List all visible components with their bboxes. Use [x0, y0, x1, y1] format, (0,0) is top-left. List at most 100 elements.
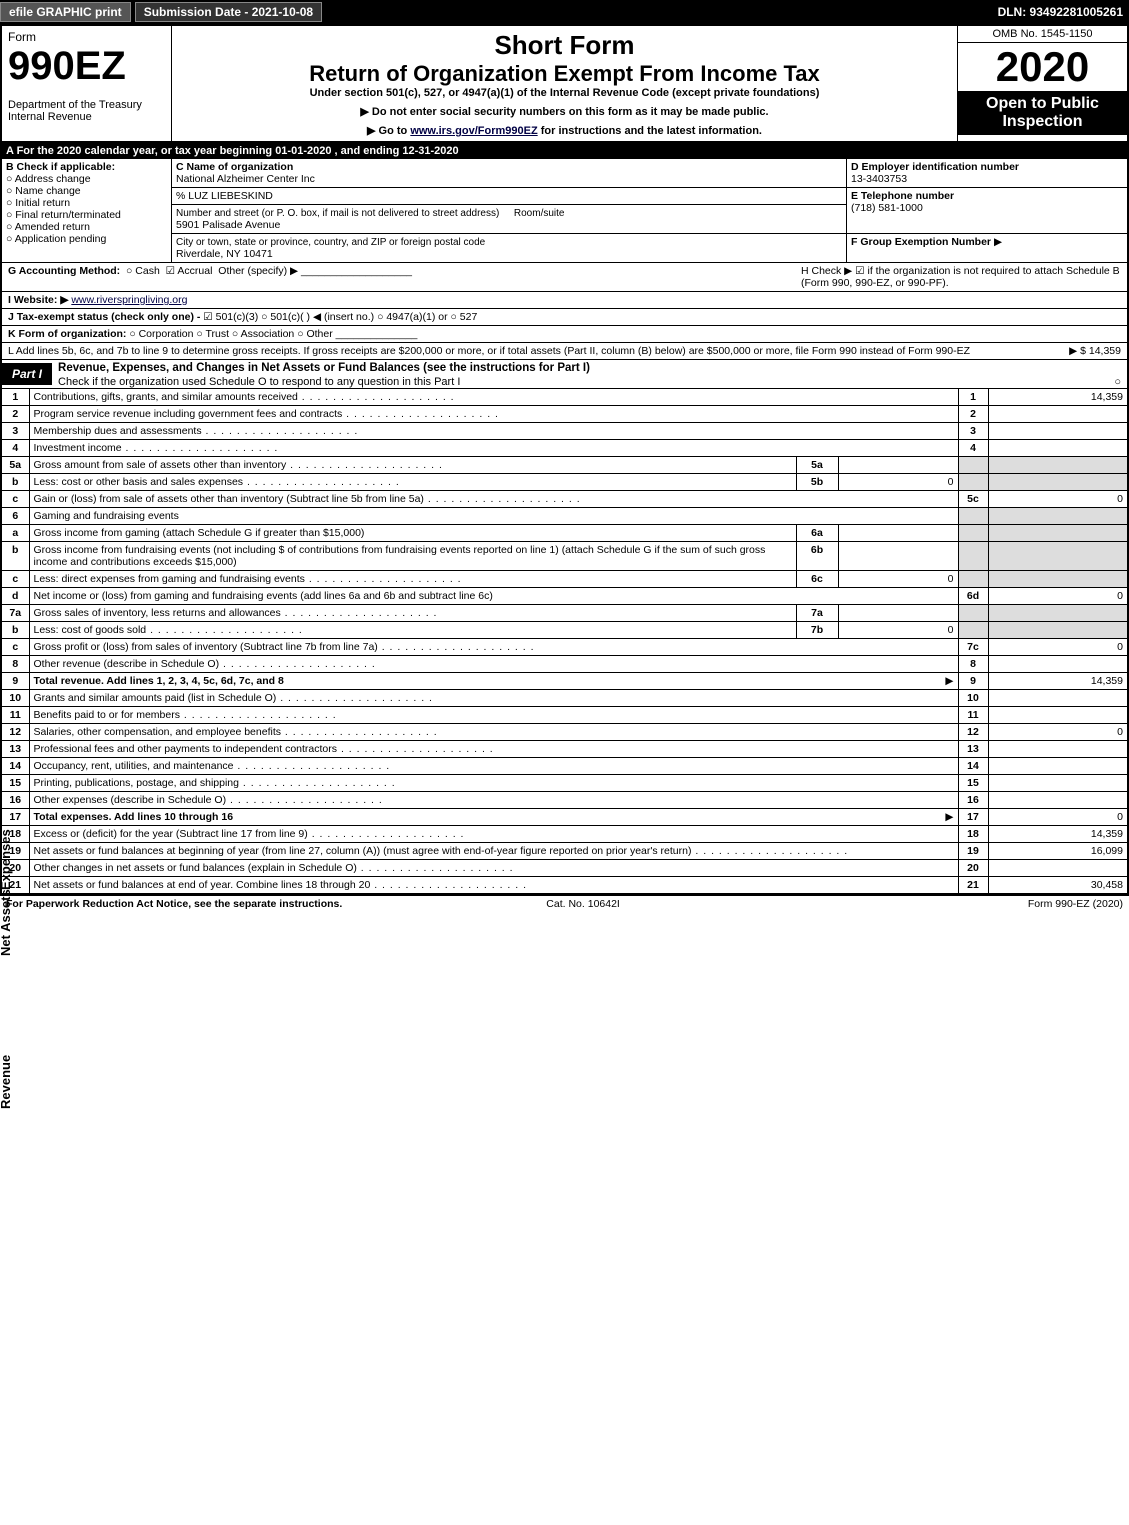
- row-l: L Add lines 5b, 6c, and 7b to line 9 to …: [0, 343, 1129, 360]
- arrow-icon: ▶: [945, 811, 953, 823]
- net-assets-region: Net Assets 18Excess or (deficit) for the…: [0, 826, 1129, 895]
- line-20: 20Other changes in net assets or fund ba…: [1, 860, 1128, 877]
- line-5c: cGain or (loss) from sale of assets othe…: [1, 491, 1128, 508]
- form-header: Form 990EZ Department of the Treasury In…: [0, 24, 1129, 143]
- line-16: 16Other expenses (describe in Schedule O…: [1, 792, 1128, 809]
- section-l-text: L Add lines 5b, 6c, and 7b to line 9 to …: [8, 345, 970, 357]
- city-value: Riverdale, NY 10471: [176, 248, 273, 260]
- submission-date: Submission Date - 2021-10-08: [135, 2, 322, 22]
- warning-ssn: ▶ Do not enter social security numbers o…: [176, 105, 953, 118]
- street-label: Number and street (or P. O. box, if mail…: [176, 208, 499, 219]
- row-k: K Form of organization: ○ Corporation ○ …: [0, 326, 1129, 343]
- line-15: 15Printing, publications, postage, and s…: [1, 775, 1128, 792]
- row-g-h: G Accounting Method: Cash Accrual Other …: [0, 263, 1129, 292]
- line-6d: dNet income or (loss) from gaming and fu…: [1, 588, 1128, 605]
- chk-cash[interactable]: Cash: [126, 265, 160, 277]
- footer-cat-no: Cat. No. 10642I: [546, 898, 620, 910]
- section-g-label: G Accounting Method:: [8, 265, 120, 277]
- care-of: % LUZ LIEBESKIND: [176, 190, 273, 202]
- line-14: 14Occupancy, rent, utilities, and mainte…: [1, 758, 1128, 775]
- expenses-region: Expenses 10Grants and similar amounts pa…: [0, 690, 1129, 826]
- dln-label: DLN: 93492281005261: [998, 5, 1129, 19]
- line-5a: 5aGross amount from sale of assets other…: [1, 457, 1128, 474]
- section-k-opts: ○ Corporation ○ Trust ○ Association ○ Ot…: [129, 328, 332, 340]
- org-name: National Alzheimer Center Inc: [176, 173, 315, 185]
- goto-pre: ▶ Go to: [367, 125, 410, 137]
- street-value: 5901 Palisade Avenue: [176, 219, 280, 231]
- line-6a: aGross income from gaming (attach Schedu…: [1, 525, 1128, 542]
- line-7b: bLess: cost of goods sold 7b0: [1, 622, 1128, 639]
- goto-post: for instructions and the latest informat…: [541, 125, 762, 137]
- chk-accrual[interactable]: Accrual: [166, 265, 213, 277]
- part-i-title: Revenue, Expenses, and Changes in Net As…: [52, 360, 1127, 376]
- section-h: H Check ▶ ☑ if the organization is not r…: [801, 265, 1121, 289]
- line-18: 18Excess or (deficit) for the year (Subt…: [1, 826, 1128, 843]
- line-13: 13Professional fees and other payments t…: [1, 741, 1128, 758]
- footer-form-ref: Form 990-EZ (2020): [1028, 898, 1123, 910]
- arrow-icon: ▶: [945, 675, 953, 687]
- line-9: 9 Total revenue. Add lines 1, 2, 3, 4, 5…: [1, 673, 1128, 690]
- net-assets-table: 18Excess or (deficit) for the year (Subt…: [0, 826, 1129, 895]
- chk-other-specify[interactable]: Other (specify) ▶: [218, 265, 298, 277]
- line-17: 17 Total expenses. Add lines 10 through …: [1, 809, 1128, 826]
- section-c-label: C Name of organization: [176, 161, 293, 173]
- chk-initial-return[interactable]: Initial return: [6, 197, 70, 209]
- efile-topbar: efile GRAPHIC print Submission Date - 20…: [0, 0, 1129, 24]
- section-b-label: B Check if applicable:: [6, 161, 115, 173]
- page-footer: For Paperwork Reduction Act Notice, see …: [0, 895, 1129, 912]
- chk-address-change[interactable]: Address change: [6, 173, 91, 185]
- short-form-title: Short Form: [176, 30, 953, 61]
- omb-number: OMB No. 1545-1150: [958, 26, 1127, 43]
- line-9-desc: Total revenue. Add lines 1, 2, 3, 4, 5c,…: [34, 675, 284, 687]
- section-i-label: I Website: ▶: [8, 294, 68, 306]
- website-link[interactable]: www.riverspringliving.org: [71, 294, 187, 306]
- line-6b: bGross income from fundraising events (n…: [1, 542, 1128, 571]
- line-17-desc: Total expenses. Add lines 10 through 16: [34, 811, 234, 823]
- line-3: 3Membership dues and assessments 3: [1, 423, 1128, 440]
- open-public-inspection: Open to Public Inspection: [958, 91, 1127, 135]
- chk-name-change[interactable]: Name change: [6, 185, 81, 197]
- irs-link[interactable]: www.irs.gov/Form990EZ: [410, 125, 537, 137]
- line-10: 10Grants and similar amounts paid (list …: [1, 690, 1128, 707]
- org-info-grid: B Check if applicable: Address change Na…: [0, 159, 1129, 263]
- section-e-label: E Telephone number: [851, 190, 954, 202]
- expenses-table: 10Grants and similar amounts paid (list …: [0, 690, 1129, 826]
- line-4: 4Investment income 4: [1, 440, 1128, 457]
- revenue-table: 1 Contributions, gifts, grants, and simi…: [0, 389, 1129, 690]
- line-11: 11Benefits paid to or for members11: [1, 707, 1128, 724]
- part-i-header: Part I Revenue, Expenses, and Changes in…: [0, 360, 1129, 389]
- line-2: 2Program service revenue including gover…: [1, 406, 1128, 423]
- line-6c: cLess: direct expenses from gaming and f…: [1, 571, 1128, 588]
- line-7a: 7aGross sales of inventory, less returns…: [1, 605, 1128, 622]
- footer-left: For Paperwork Reduction Act Notice, see …: [6, 898, 342, 910]
- line-6: 6Gaming and fundraising events: [1, 508, 1128, 525]
- subtitle: Under section 501(c), 527, or 4947(a)(1)…: [176, 87, 953, 99]
- line-12: 12Salaries, other compensation, and empl…: [1, 724, 1128, 741]
- part-i-check-box[interactable]: ○: [1114, 376, 1121, 388]
- ein-value: 13-3403753: [851, 173, 907, 185]
- section-j-label: J Tax-exempt status (check only one) -: [8, 311, 200, 323]
- chk-amended-return[interactable]: Amended return: [6, 221, 90, 233]
- department-label: Department of the Treasury Internal Reve…: [8, 99, 165, 123]
- line-a-calendar-year: A For the 2020 calendar year, or tax yea…: [0, 143, 1129, 159]
- line-8: 8Other revenue (describe in Schedule O) …: [1, 656, 1128, 673]
- chk-application-pending[interactable]: Application pending: [6, 233, 106, 245]
- section-j-opts: ☑ 501(c)(3) ○ 501(c)( ) ◀ (insert no.) ○…: [203, 311, 477, 323]
- part-i-tag: Part I: [2, 363, 52, 385]
- room-label: Room/suite: [514, 208, 565, 219]
- tax-year: 2020: [958, 43, 1127, 91]
- row-i: I Website: ▶ www.riverspringliving.org: [0, 292, 1129, 309]
- chk-final-return[interactable]: Final return/terminated: [6, 209, 121, 221]
- return-title: Return of Organization Exempt From Incom…: [176, 61, 953, 87]
- revenue-side-label: Revenue: [0, 989, 13, 1109]
- revenue-region: Revenue 1 Contributions, gifts, grants, …: [0, 389, 1129, 690]
- row-j: J Tax-exempt status (check only one) - ☑…: [0, 309, 1129, 326]
- city-label: City or town, state or province, country…: [176, 237, 485, 248]
- goto-link-line: ▶ Go to www.irs.gov/Form990EZ for instru…: [176, 124, 953, 137]
- section-f-label: F Group Exemption Number: [851, 236, 991, 248]
- part-i-check-text: Check if the organization used Schedule …: [58, 376, 460, 388]
- section-k-label: K Form of organization:: [8, 328, 126, 340]
- line-19: 19Net assets or fund balances at beginni…: [1, 843, 1128, 860]
- efile-print-button[interactable]: efile GRAPHIC print: [0, 2, 131, 22]
- form-number: 990EZ: [8, 44, 165, 89]
